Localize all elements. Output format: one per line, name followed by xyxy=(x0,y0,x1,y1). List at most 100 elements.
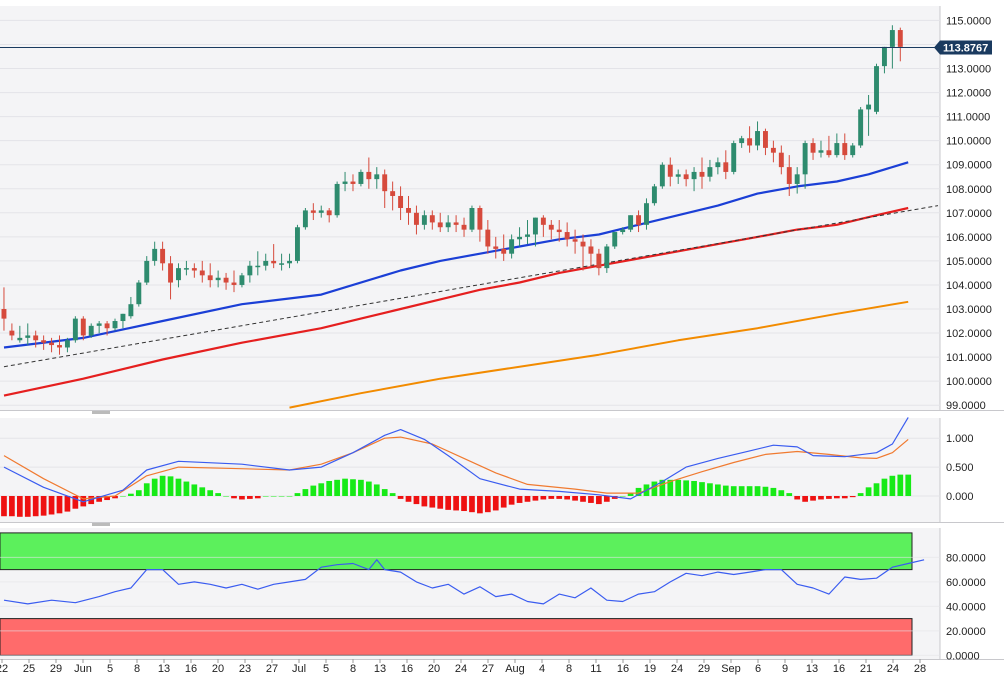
x-tick-label: Jun xyxy=(74,663,92,675)
candle-body xyxy=(612,232,618,247)
x-tick-label: 16 xyxy=(833,663,845,675)
macd-histogram-bar xyxy=(159,475,166,496)
candle-body xyxy=(191,268,197,271)
macd-histogram-bar xyxy=(40,496,47,516)
x-tick-label: 27 xyxy=(266,663,278,675)
macd-histogram-bar xyxy=(715,484,721,496)
macd-histogram-bar xyxy=(461,496,467,512)
macd-histogram-bar xyxy=(627,492,634,496)
candle-body xyxy=(667,164,673,177)
candle-body xyxy=(889,30,895,47)
macd-histogram-bar xyxy=(881,478,888,496)
candle-body xyxy=(620,229,626,233)
x-tick-label: 8 xyxy=(134,663,140,675)
macd-histogram-bar xyxy=(342,478,348,496)
candle-body xyxy=(144,260,150,283)
macd-histogram-bar xyxy=(746,486,753,496)
x-axis: 22 25 29 Jun 5 8 13 16 20 23 27 Jul 5 8 13 16 20 24 27 Aug 4… xyxy=(0,659,926,675)
candle-body xyxy=(778,152,784,168)
price-tick-label: 105.0000 xyxy=(946,256,992,268)
candle-body xyxy=(580,241,586,247)
candle-body xyxy=(247,265,253,276)
macd-histogram-bar xyxy=(286,496,293,497)
x-tick-label: 11 xyxy=(590,663,601,675)
macd-histogram-bar xyxy=(104,496,110,501)
macd-panel: 0.000 0.500 1.000 xyxy=(0,417,1004,526)
candle-body xyxy=(675,174,681,177)
last-price-tag xyxy=(934,40,992,55)
macd-histogram-bar xyxy=(199,487,206,496)
price-tick-label: 99.0000 xyxy=(946,400,986,412)
x-tick-label: 4 xyxy=(539,663,545,675)
ma-orange-line xyxy=(289,300,909,409)
x-tick-label: 28 xyxy=(914,663,926,675)
macd-histogram-bar xyxy=(588,496,594,503)
macd-histogram-bar xyxy=(56,496,63,514)
candle-body xyxy=(572,239,578,242)
candle-body xyxy=(802,143,808,175)
ma-blue-line xyxy=(3,161,909,349)
candle-body xyxy=(437,222,443,228)
x-tick-label: 16 xyxy=(185,663,197,675)
candle-body xyxy=(866,104,872,110)
candle-body xyxy=(326,210,332,216)
x-tick-label: 20 xyxy=(428,663,440,675)
macd-histogram-bar xyxy=(64,496,71,512)
candle-body xyxy=(723,162,729,172)
x-tick-label: 20 xyxy=(212,663,224,675)
price-tick-label: 110.0000 xyxy=(946,136,991,148)
macd-histogram-bar xyxy=(738,486,745,496)
macd-histogram-bar xyxy=(722,485,729,496)
macd-histogram-bar xyxy=(508,496,515,505)
candle-body xyxy=(548,224,554,230)
macd-histogram-bar xyxy=(151,478,158,496)
candle-body xyxy=(215,277,221,281)
macd-histogram-bar xyxy=(841,496,848,499)
candle-body xyxy=(358,171,364,184)
trendline-dashed xyxy=(3,205,939,368)
macd-histogram-bar xyxy=(532,496,539,501)
candle-body xyxy=(294,227,300,261)
macd-histogram-bar xyxy=(786,493,793,496)
candle-body xyxy=(699,171,705,177)
macd-histogram-bar xyxy=(802,496,808,502)
macd-histogram-bar xyxy=(48,496,55,515)
rsi-line xyxy=(3,559,925,605)
macd-line xyxy=(3,417,909,503)
rsi-overbought-zone xyxy=(0,532,913,571)
macd-histogram-bar xyxy=(477,496,483,514)
candle-body xyxy=(485,229,491,247)
candle-body xyxy=(826,150,832,156)
price-tick-label: 102.0000 xyxy=(946,328,992,340)
macd-histogram-bar xyxy=(135,490,142,496)
x-tick-label: 8 xyxy=(566,663,572,675)
price-tick-label: 100.0000 xyxy=(946,376,992,388)
candle-body xyxy=(858,109,864,146)
candle-body xyxy=(644,203,649,225)
macd-histogram-bar xyxy=(572,496,578,501)
candle-body xyxy=(374,174,380,180)
macd-histogram-bar xyxy=(24,496,31,517)
macd-histogram-bar xyxy=(453,496,459,511)
rsi-panel: 0.0000 20.0000 40.0000 60.0000 80.0000 xyxy=(0,528,1004,662)
rsi-tick-label: 20.0000 xyxy=(946,626,986,638)
macd-histogram-bar xyxy=(683,480,689,496)
macd-histogram-bar xyxy=(492,496,499,511)
macd-histogram-bar xyxy=(207,490,214,496)
macd-histogram-bar xyxy=(691,480,697,496)
candle-body xyxy=(461,224,467,230)
macd-histogram-bar xyxy=(762,486,769,496)
candle-body xyxy=(223,277,229,283)
candle-body xyxy=(588,246,594,254)
candle-body xyxy=(897,30,903,47)
panel-resize-handle xyxy=(92,411,110,414)
macd-histogram-bar xyxy=(405,496,412,502)
macd-histogram-bar xyxy=(540,496,547,500)
macd-histogram-bar xyxy=(849,496,856,498)
macd-histogram-bar xyxy=(794,496,801,500)
macd-histogram-bar xyxy=(707,483,713,496)
candle-body xyxy=(525,234,530,237)
candle-body xyxy=(183,268,189,270)
x-tick-label: 5 xyxy=(107,663,113,675)
x-tick-label: 29 xyxy=(698,663,710,675)
